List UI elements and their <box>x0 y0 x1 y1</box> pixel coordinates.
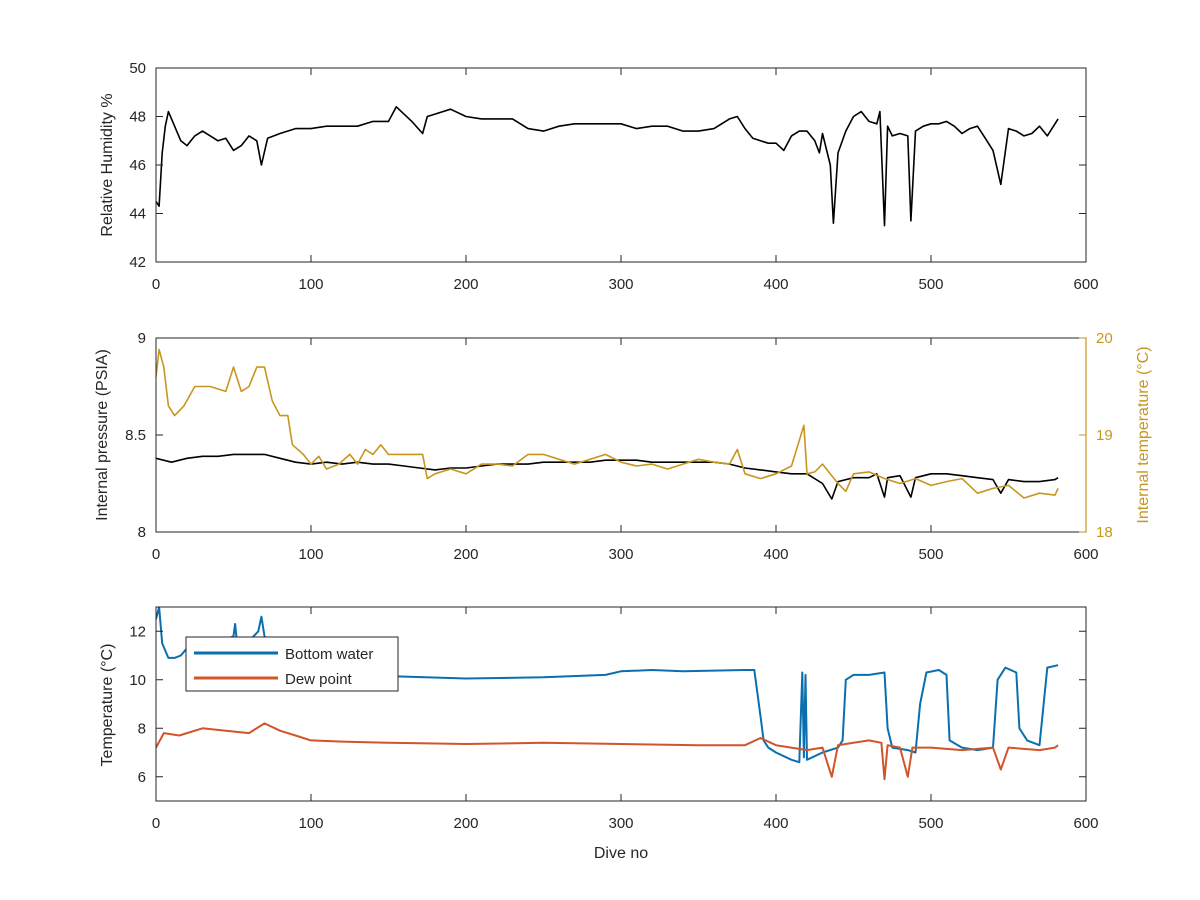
pressure-ylabel: Internal pressure (PSIA) <box>94 349 111 521</box>
pressure-xtick-label: 300 <box>608 546 633 563</box>
humidity-xtick-label: 600 <box>1073 276 1098 293</box>
temperature-ytick-label: 8 <box>138 720 146 737</box>
temperature-series-1-line <box>156 722 1059 781</box>
pressure-ytick-label: 8 <box>138 524 146 541</box>
temperature-ytick-label: 6 <box>138 769 146 786</box>
right-ytick-label: 19 <box>1096 427 1113 444</box>
pressure-xtick-label: 0 <box>152 546 160 563</box>
humidity-ytick-label: 42 <box>129 254 146 271</box>
humidity-ytick-label: 48 <box>129 109 146 126</box>
temperature-plot-frame <box>155 606 1087 802</box>
humidity-ytick-label: 44 <box>129 206 146 223</box>
temperature-xtick-label: 600 <box>1073 815 1098 832</box>
humidity-ytick-label: 46 <box>129 157 146 174</box>
pressure-plot-frame <box>155 337 1087 533</box>
humidity-plot-frame <box>155 67 1087 263</box>
right-ytick-label: 18 <box>1096 524 1113 541</box>
temperature-panel: 0 100 200 300 400 500 600 6 8 10 12 Temperature (… <box>99 606 1099 862</box>
temperature-xtick-label: 100 <box>298 815 323 832</box>
temperature-xtick-label: 400 <box>763 815 788 832</box>
dive-no-xlabel: Dive no <box>594 845 648 862</box>
pressure-xtick-label: 400 <box>763 546 788 563</box>
pressure-series-0-line <box>156 453 1059 500</box>
humidity-xtick-label: 100 <box>298 276 323 293</box>
temperature-xtick-label: 200 <box>453 815 478 832</box>
pressure-xtick-label: 500 <box>918 546 943 563</box>
pressure-temperature-panel: 0 100 200 300 400 500 600 8 8.5 9 18 19 20 Interna… <box>94 330 1152 563</box>
legend: Bottom water Dew point <box>185 636 399 692</box>
temperature-ytick-label: 10 <box>129 672 146 689</box>
pressure-xtick-label: 200 <box>453 546 478 563</box>
legend-label-dew-point: Dew point <box>285 671 353 688</box>
right-ytick-label: 20 <box>1096 330 1113 347</box>
temperature-xtick-label: 300 <box>608 815 633 832</box>
humidity-xtick-label: 0 <box>152 276 160 293</box>
pressure-xtick-label: 600 <box>1073 546 1098 563</box>
humidity-xtick-label: 400 <box>763 276 788 293</box>
pressure-ytick-label: 9 <box>138 330 146 347</box>
pressure-series-1-line <box>156 348 1059 499</box>
pressure-ytick-label: 8.5 <box>125 427 146 444</box>
legend-box <box>185 636 399 692</box>
temperature-xtick-label: 500 <box>918 815 943 832</box>
temperature-ytick-label: 12 <box>129 623 146 640</box>
humidity-xtick-label: 300 <box>608 276 633 293</box>
humidity-xtick-label: 500 <box>918 276 943 293</box>
internal-temperature-ylabel: Internal temperature (°C) <box>1135 346 1152 523</box>
humidity-ytick-label: 50 <box>129 60 146 77</box>
pressure-xtick-label: 100 <box>298 546 323 563</box>
legend-label-bottom-water: Bottom water <box>285 646 373 663</box>
humidity-ylabel: Relative Humidity % <box>99 93 116 236</box>
humidity-panel: 0 100 200 300 400 500 600 42 44 46 48 50 Relative … <box>99 60 1099 293</box>
humidity-series-0-line <box>156 106 1059 227</box>
temperature-xtick-label: 0 <box>152 815 160 832</box>
temperature-ylabel: Temperature (°C) <box>99 644 116 767</box>
humidity-xtick-label: 200 <box>453 276 478 293</box>
